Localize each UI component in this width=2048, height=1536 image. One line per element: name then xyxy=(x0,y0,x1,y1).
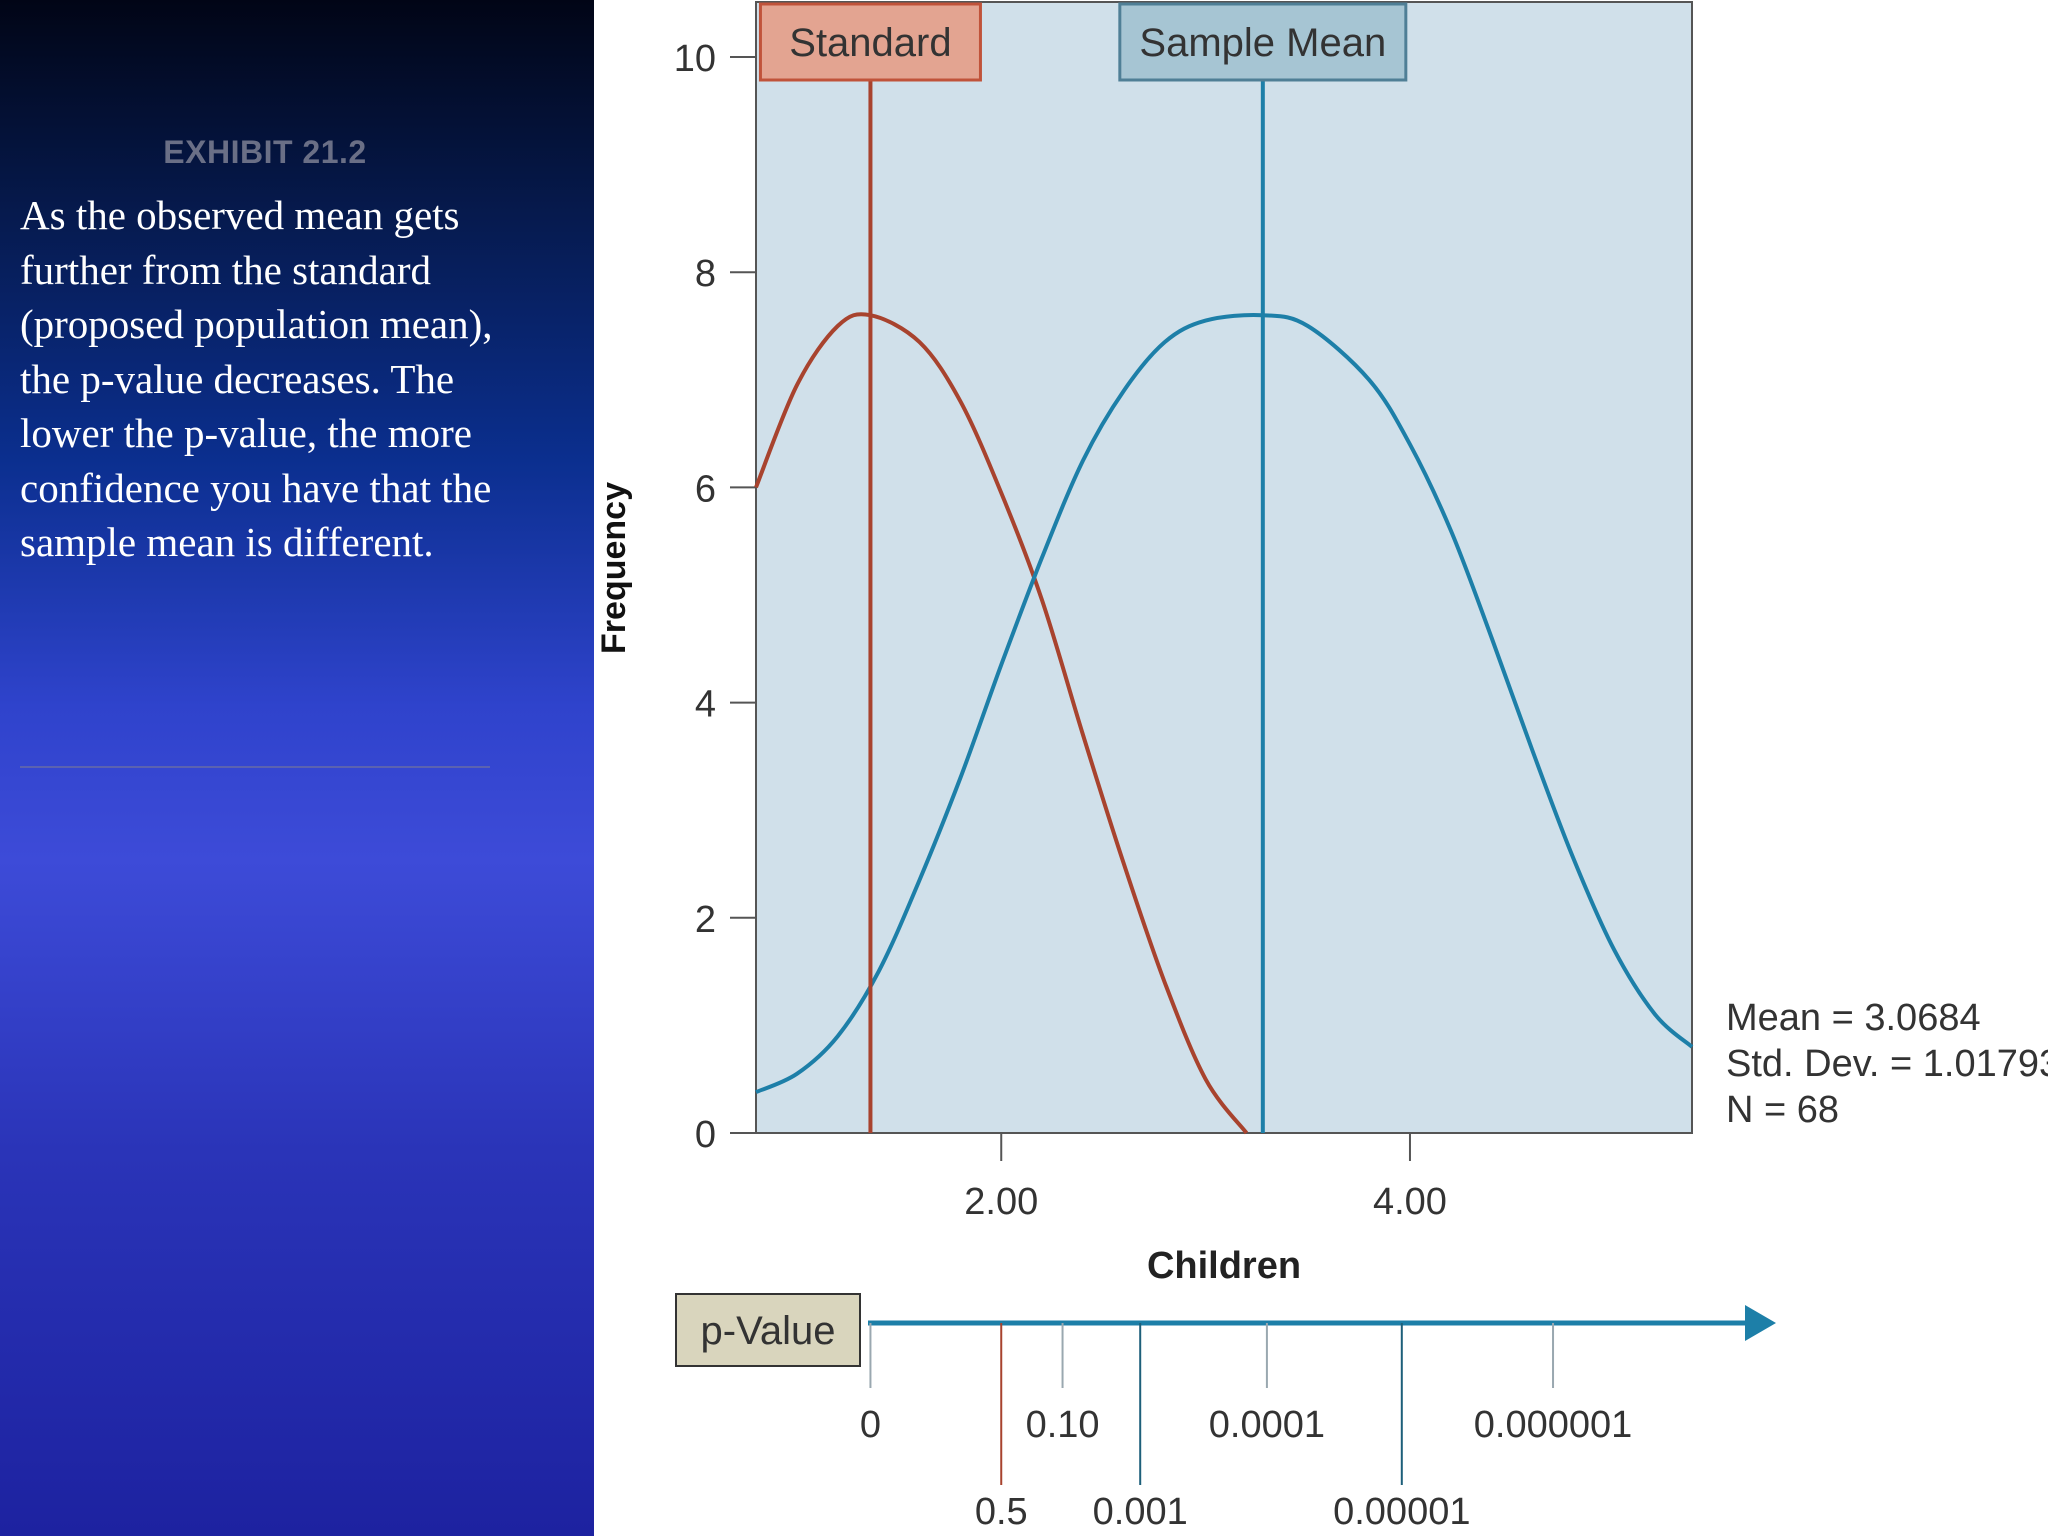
p-value-scale: p-Value 0 0.5 0.10 0.001 0.0001 0.00001 0.0000… xyxy=(675,1293,1776,1533)
standard-label: Standard xyxy=(789,21,951,65)
stat-line: Std. Dev. = 1.01793 xyxy=(1726,1043,2048,1085)
x-axis-label: Children xyxy=(1147,1245,1301,1287)
y-tick-label: 4 xyxy=(695,684,716,726)
y-tick-label: 8 xyxy=(695,253,716,295)
y-tick-label: 0 xyxy=(695,1114,716,1156)
standard-curve xyxy=(754,312,1249,1135)
curves xyxy=(754,312,1694,1135)
stat-line: Mean = 3.0684 xyxy=(1726,997,1981,1039)
sample-mean-label: Sample Mean xyxy=(1139,21,1386,65)
plot-area xyxy=(755,1,1693,1134)
y-ticks: 0 2 4 6 8 10 xyxy=(674,38,756,1156)
p-value-tick-label: 0.0001 xyxy=(1209,1404,1325,1446)
sample-mean-curve xyxy=(755,312,1694,1094)
x-ticks: 2.00 4.00 xyxy=(964,1133,1447,1223)
sample-mean-label-box xyxy=(1118,2,1408,82)
p-value-ticks: 0 0.5 0.10 0.001 0.0001 0.00001 0.000001 xyxy=(860,1323,1632,1533)
exhibit-label: EXHIBIT 21.2 xyxy=(163,134,367,170)
mean-markers: Standard Sample Mean xyxy=(758,2,1408,1133)
x-tick-label: 4.00 xyxy=(1373,1181,1447,1223)
y-axis-label: Frequency xyxy=(595,482,633,654)
p-value-tick-label: 0.5 xyxy=(975,1491,1028,1533)
x-tick-label: 2.00 xyxy=(964,1181,1038,1223)
p-value-tick-label: 0.00001 xyxy=(1333,1491,1470,1533)
stat-line: N = 68 xyxy=(1726,1089,1839,1131)
left-panel: EXHIBIT 21.2 As the observed mean gets f… xyxy=(0,0,594,1536)
description-text: As the observed mean gets further from t… xyxy=(20,192,493,565)
p-value-tick-label: 0.10 xyxy=(1026,1404,1100,1446)
y-tick-label: 10 xyxy=(674,38,716,80)
p-value-label: p-Value xyxy=(701,1309,836,1353)
standard-label-box xyxy=(758,2,982,82)
p-value-tick-label: 0.001 xyxy=(1093,1491,1188,1533)
p-value-tick-label: 0.000001 xyxy=(1474,1404,1633,1446)
divider xyxy=(20,766,490,768)
p-value-arrow-head xyxy=(1745,1305,1776,1341)
y-tick-label: 6 xyxy=(695,468,716,510)
chart: 0 2 4 6 8 10 2.00 4.00 Standard Sample Mean Fre… xyxy=(595,1,2048,1533)
p-value-tick-label: 0 xyxy=(860,1404,881,1446)
p-value-box xyxy=(675,1293,861,1367)
y-tick-label: 2 xyxy=(695,899,716,941)
